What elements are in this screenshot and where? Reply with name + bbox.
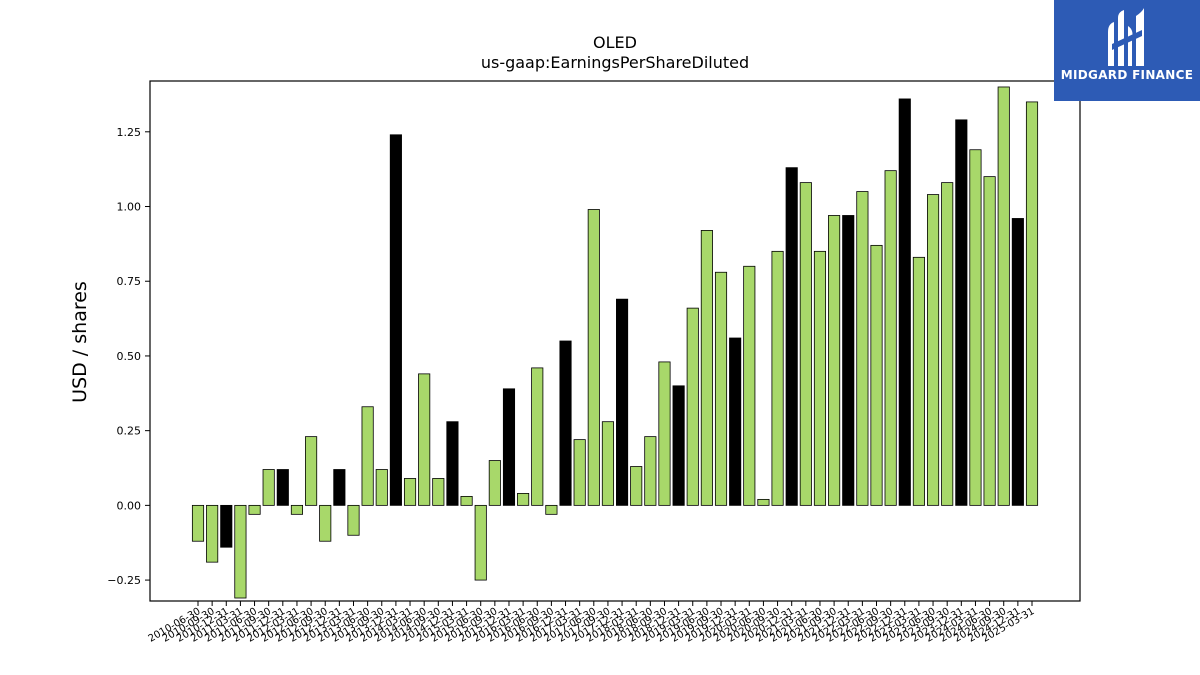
bar-2013-03-31	[347, 504, 360, 536]
bar-2013-12-31	[389, 134, 402, 506]
bar-2013-06-30	[361, 406, 374, 506]
y-tick-label: 0.75	[117, 275, 142, 288]
bar-2015-12-31	[502, 388, 516, 506]
bar-2010-12-31	[220, 504, 233, 548]
bar-2022-12-31	[898, 98, 911, 506]
bar-2021-03-31	[799, 182, 812, 506]
bar-2016-06-30	[531, 367, 544, 506]
bar-2020-12-31	[785, 167, 798, 506]
y-axis-label: USD / shares	[69, 281, 91, 403]
chart-subtitle: us-gaap:EarningsPerShareDiluted	[481, 53, 749, 72]
bar-2022-09-30	[884, 170, 897, 506]
plot-frame	[149, 80, 1081, 602]
bar-2019-12-31	[729, 337, 742, 506]
bar-2023-03-31	[912, 256, 925, 506]
y-tick-label: 0.00	[117, 499, 142, 512]
bar-2023-12-31	[955, 119, 968, 506]
bar-2014-06-30	[418, 373, 431, 506]
y-tick-label: 1.25	[117, 126, 142, 139]
bar-2021-12-31	[842, 215, 855, 506]
bar-2019-03-31	[686, 307, 699, 506]
bar-2011-12-31	[276, 469, 289, 506]
bar-2016-03-31	[517, 493, 530, 506]
bar-2017-12-31	[616, 298, 629, 506]
chart-title: OLED	[593, 33, 637, 52]
bar-2018-12-31	[672, 385, 685, 506]
bar-2017-06-30	[587, 209, 600, 506]
bar-2025-03-31	[1025, 101, 1039, 506]
bar-2022-06-30	[870, 244, 883, 506]
midgard-finance-logo: MIDGARD FINANCE	[1054, 0, 1200, 101]
bar-2017-09-30	[601, 421, 614, 506]
bar-2017-03-31	[573, 439, 586, 506]
bar-2021-06-30	[813, 250, 827, 506]
bar-2010-09-30	[206, 504, 219, 563]
bar-2020-03-31	[743, 265, 756, 506]
bar-2012-09-30	[319, 504, 332, 542]
bar-2018-03-31	[630, 466, 643, 506]
bar-2023-06-30	[927, 194, 940, 506]
bar-2016-09-30	[545, 504, 558, 515]
bar-2021-09-30	[828, 215, 841, 506]
bar-2015-03-31	[460, 495, 473, 506]
x-axis: 2010-06-302010-09-302010-12-312011-03-31…	[147, 601, 1037, 645]
bar-2011-06-30	[248, 504, 261, 515]
bar-2014-09-30	[432, 478, 445, 506]
bar-2024-03-31	[969, 149, 982, 506]
bar-2016-12-31	[559, 340, 572, 506]
bar-2015-06-30	[474, 504, 487, 581]
bar-2023-09-30	[941, 182, 954, 506]
bar-2024-12-31	[1011, 218, 1024, 506]
bar-2010-06-30	[191, 504, 205, 542]
bar-2012-12-31	[333, 469, 346, 506]
bar-2024-09-30	[997, 86, 1010, 506]
bar-2011-09-30	[262, 469, 275, 506]
bar-2011-03-31	[234, 504, 247, 599]
bar-2022-03-31	[856, 191, 869, 506]
bar-2012-03-31	[290, 504, 304, 515]
bars	[191, 86, 1039, 599]
bar-2018-09-30	[658, 361, 671, 506]
bar-2012-06-30	[305, 436, 318, 506]
midgard-m-logo-icon	[1108, 8, 1144, 66]
bar-2014-03-31	[403, 478, 417, 506]
bar-2018-06-30	[644, 436, 657, 506]
y-tick-label: 0.50	[117, 350, 142, 363]
y-tick-label: −0.25	[107, 574, 141, 587]
logo-text: MIDGARD FINANCE	[1060, 68, 1194, 82]
bar-2020-06-30	[757, 498, 770, 506]
bar-2019-09-30	[714, 271, 728, 506]
y-axis: −0.25 0.00 0.25 0.50 0.75 1.00 1.25	[107, 126, 150, 587]
bar-2020-09-30	[771, 250, 784, 506]
bar-2024-06-30	[983, 176, 996, 506]
y-tick-label: 0.25	[117, 425, 142, 438]
bar-2013-09-30	[375, 469, 388, 506]
bar-2014-12-31	[446, 421, 459, 506]
bar-2019-06-30	[700, 230, 713, 506]
bar-2015-09-30	[488, 460, 501, 506]
y-tick-label: 1.00	[117, 201, 142, 214]
